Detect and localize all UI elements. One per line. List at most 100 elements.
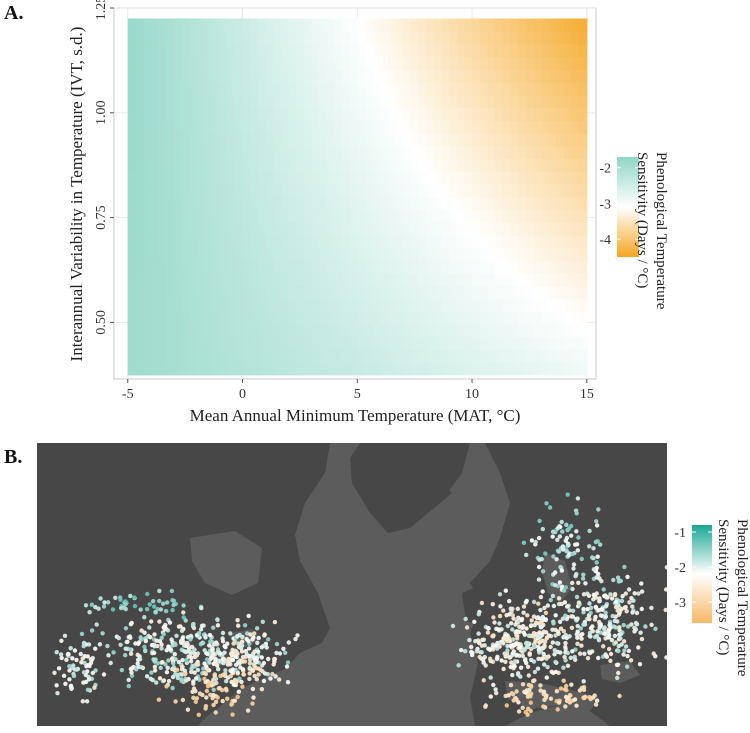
observation-point xyxy=(511,637,516,642)
heatmap-cell xyxy=(433,260,443,274)
heatmap-cell xyxy=(571,18,580,32)
heatmap-cell xyxy=(464,69,473,83)
heatmap-cell xyxy=(288,273,297,287)
heatmap-cell xyxy=(571,196,580,210)
heatmap-cell xyxy=(517,234,527,249)
observation-point xyxy=(591,567,596,572)
heatmap-cell xyxy=(135,247,144,261)
heatmap-cell xyxy=(387,349,397,363)
heatmap-cell xyxy=(533,209,542,223)
heatmap-cell xyxy=(410,158,420,172)
observation-point xyxy=(564,522,569,527)
observation-point xyxy=(583,581,588,586)
heatmap-cell xyxy=(273,234,282,249)
heatmap-cell xyxy=(403,120,412,134)
observation-point xyxy=(625,574,630,580)
observation-point xyxy=(576,535,581,540)
heatmap-cell xyxy=(265,247,274,261)
observation-point xyxy=(202,648,207,653)
observation-point xyxy=(613,640,618,645)
legend-tick-label: -3 xyxy=(599,197,611,212)
heatmap-cell xyxy=(219,145,228,160)
observation-point xyxy=(549,669,554,674)
heatmap-cell xyxy=(127,234,137,249)
heatmap-cell xyxy=(280,362,290,376)
heatmap-cell xyxy=(204,311,213,325)
observation-point xyxy=(563,704,568,709)
observation-point xyxy=(214,640,219,645)
heatmap-cell xyxy=(326,336,335,350)
heatmap-cell xyxy=(326,285,335,300)
heatmap-cell xyxy=(571,31,580,45)
observation-point xyxy=(147,625,152,630)
heatmap-cell xyxy=(196,31,205,45)
observation-point xyxy=(542,644,547,649)
heatmap-cell xyxy=(510,196,519,210)
heatmap-cell xyxy=(563,18,573,32)
heatmap-cell xyxy=(380,94,389,109)
x-tick-label: 0 xyxy=(239,387,246,402)
observation-point xyxy=(563,613,568,618)
heatmap-cell xyxy=(257,247,267,261)
heatmap-cell xyxy=(166,260,175,274)
heatmap-cell xyxy=(188,273,198,287)
observation-point xyxy=(580,576,586,581)
heatmap-cell xyxy=(495,82,504,96)
heatmap-cell xyxy=(127,107,137,121)
heatmap-cell xyxy=(135,120,144,134)
observation-point xyxy=(508,682,514,688)
heatmap-cell xyxy=(150,107,159,121)
heatmap-cell xyxy=(311,336,320,350)
heatmap-cell xyxy=(525,362,534,376)
heatmap-cell xyxy=(548,94,557,109)
observation-point xyxy=(516,615,521,620)
observation-point xyxy=(574,703,579,708)
heatmap-cell xyxy=(135,158,144,172)
heatmap-cell xyxy=(311,234,320,249)
heatmap-cell xyxy=(188,43,198,58)
observation-point xyxy=(211,692,216,698)
heatmap-cell xyxy=(548,247,557,261)
observation-point xyxy=(597,596,602,601)
heatmap-cell xyxy=(441,31,450,45)
heatmap-cell xyxy=(143,183,152,198)
heatmap-cell xyxy=(296,362,305,376)
heatmap-cell xyxy=(227,69,236,83)
heatmap-cell xyxy=(265,56,274,70)
heatmap-cell xyxy=(472,56,481,70)
heatmap-cell xyxy=(127,323,137,338)
heatmap-cell xyxy=(426,196,435,210)
heatmap-cell xyxy=(571,145,580,160)
heatmap-cell xyxy=(143,222,152,236)
heatmap-cell xyxy=(472,311,481,325)
x-tick-label: 5 xyxy=(354,387,361,402)
heatmap-cell xyxy=(150,56,159,70)
heatmap-cell xyxy=(533,234,542,249)
heatmap-cell xyxy=(349,82,358,96)
heatmap-cell xyxy=(456,349,466,363)
observation-point xyxy=(538,607,543,613)
heatmap-cell xyxy=(441,107,450,121)
heatmap-cell xyxy=(319,133,328,147)
heatmap-cell xyxy=(211,362,221,376)
observation-point xyxy=(480,637,485,643)
heatmap-cell xyxy=(533,82,542,96)
heatmap-cell xyxy=(456,362,466,376)
heatmap-cell xyxy=(502,94,511,109)
heatmap-cell xyxy=(548,31,557,45)
observation-point xyxy=(256,672,261,677)
observation-point xyxy=(271,662,276,667)
observation-point xyxy=(148,635,153,640)
heatmap-cell xyxy=(487,247,496,261)
heatmap-cell xyxy=(334,311,343,325)
heatmap-cell xyxy=(204,158,213,172)
heatmap-cell xyxy=(502,273,511,287)
heatmap-cell xyxy=(517,323,527,338)
heatmap-cell xyxy=(433,234,443,249)
heatmap-cell xyxy=(449,362,458,376)
heatmap-cell xyxy=(372,43,381,58)
observation-point xyxy=(272,619,278,625)
observation-point xyxy=(539,556,544,562)
observation-point xyxy=(250,686,256,692)
heatmap-cell xyxy=(495,145,504,160)
